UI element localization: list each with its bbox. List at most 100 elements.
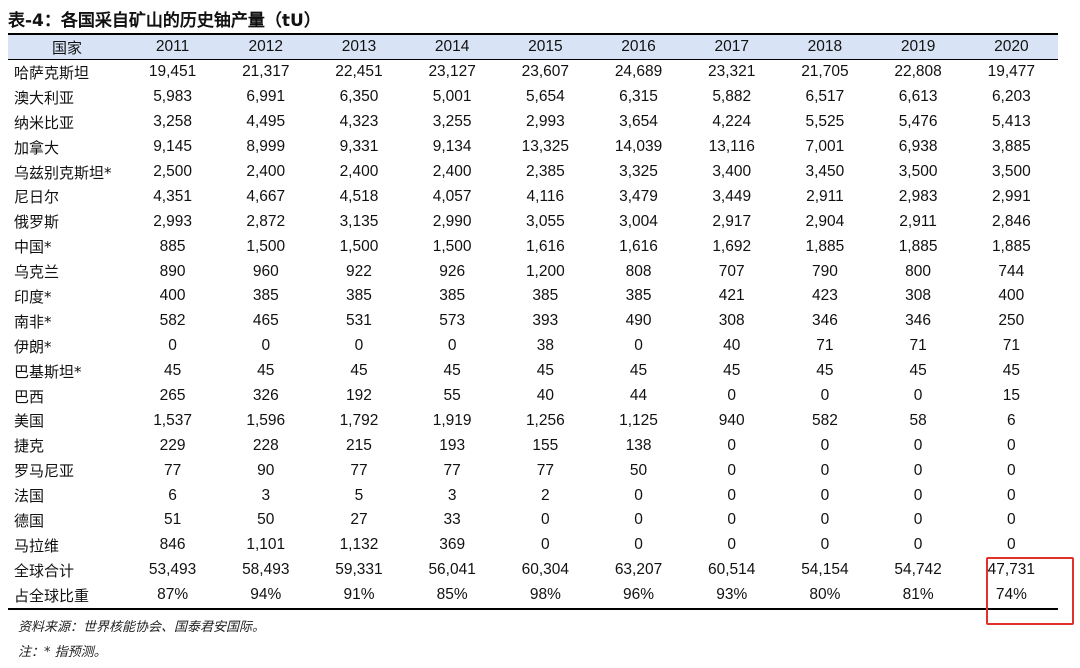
row-country: 巴西 [14,387,45,406]
row-value: 4,323 [339,113,379,131]
table-row: 捷克 229 228 215 193 155 138 0 0 0 0 [8,433,1058,458]
row-value: 0 [820,486,830,504]
row-value: 4,495 [246,113,286,131]
row-value: 385 [346,287,372,305]
row-value: 22,808 [894,63,942,81]
row-value: 0 [1007,511,1016,529]
row-value: 58 [909,411,927,429]
row-value: 215 [346,436,372,454]
row-value: 250 [998,312,1025,330]
header-year: 2012 [219,33,313,60]
row-value: 50 [629,461,648,479]
row-value: 192 [346,387,372,405]
row-value: 0 [727,486,737,504]
row-value: 3,135 [339,212,379,230]
row-value: 707 [718,262,745,280]
row-value: 3,450 [805,163,845,180]
row-value: 44 [629,387,648,405]
row-value: 1,500 [246,237,286,255]
row-value: 1,885 [991,237,1031,255]
row-value: 2,993 [153,212,192,230]
table-row: 占全球比重 87% 94% 91% 85% 98% 96% 93% 80% 81% 74% [8,583,1058,609]
table-row: 全球合计 53,493 58,493 59,331 56,041 60,304 63,207… [8,558,1058,583]
table-row: 马拉维 846 1,101 1,132 369 0 0 0 0 0 0 [8,533,1058,558]
row-value: 0 [1007,461,1016,479]
row-country: 乌兹别克斯坦* [14,163,112,182]
row-value: 138 [625,436,652,454]
row-value: 54,742 [894,561,942,579]
row-value: 2,911 [899,212,937,230]
row-value: 4,116 [526,187,565,205]
table-title: 表-4：各国采自矿山的历史铀产量（tU） [8,11,321,31]
row-country: 澳大利亚 [14,88,75,107]
table-row: 俄罗斯 2,993 2,872 3,135 2,990 3,055 3,004 2,917 2,… [8,209,1058,234]
row-value: 91% [343,586,375,604]
row-value: 45 [1002,362,1020,380]
row-value: 3,400 [712,163,752,180]
row-country: 法国 [14,487,45,506]
header-year: 2017 [685,33,779,60]
remark-note: 注：* 指预测。 [18,645,107,660]
row-value: 1,885 [805,237,845,255]
row-value: 2,846 [991,212,1031,230]
row-country: 哈萨克斯坦 [14,63,90,82]
row-value: 93% [716,586,748,604]
row-country: 美国 [14,412,45,431]
row-value: 5,001 [432,88,472,106]
row-value: 326 [252,387,279,405]
highlight-box [986,557,1074,625]
row-value: 0 [634,337,643,355]
row-value: 6,991 [246,88,286,106]
row-country: 占全球比重 [14,586,90,605]
row-value: 45 [816,362,834,380]
row-value: 6,938 [898,138,938,156]
row-country: 德国 [14,511,45,530]
table-row: 中国* 885 1,500 1,500 1,500 1,616 1,616 1,692 1,88… [8,234,1058,259]
row-value: 71 [816,337,834,355]
row-country: 俄罗斯 [14,213,60,232]
table-row: 南非* 582 465 531 573 393 490 308 346 346 250 [8,309,1058,334]
row-value: 0 [727,436,737,454]
row-value: 2,993 [525,113,565,131]
row-value: 77 [350,461,368,479]
row-country: 巴基斯坦* [14,362,82,381]
row-value: 2,911 [806,187,844,205]
row-value: 3,055 [525,212,565,230]
row-value: 54,154 [801,561,849,579]
row-value: 38 [536,337,554,355]
row-value: 15 [1002,387,1020,405]
uranium-production-table: 国家 2011 2012 2013 2014 2015 2016 2017 20… [8,33,1058,610]
row-value: 1,885 [898,237,938,255]
row-value: 50 [257,511,275,529]
row-value: 5,882 [712,88,752,106]
row-value: 55 [443,387,461,405]
row-value: 423 [811,287,838,305]
header-year: 2011 [126,33,220,60]
row-value: 0 [913,536,923,554]
row-value: 98% [529,586,561,604]
row-value: 59,331 [335,561,383,579]
row-value: 77 [536,461,554,479]
row-value: 2,990 [432,212,472,230]
row-value: 45 [163,362,182,380]
row-value: 47,731 [987,561,1036,579]
row-value: 2,400 [432,163,472,180]
row-value: 4,224 [712,113,752,131]
row-value: 14,039 [614,138,663,156]
row-value: 58,493 [242,561,290,579]
row-value: 1,596 [246,411,286,429]
row-value: 369 [439,536,466,554]
row-value: 385 [439,287,466,305]
row-value: 960 [252,262,279,280]
row-value: 2,500 [153,163,192,180]
row-value: 531 [346,312,372,330]
row-value: 0 [261,337,271,355]
row-value: 385 [625,287,652,305]
row-value: 21,705 [801,63,849,81]
row-value: 385 [532,287,559,305]
row-value: 800 [905,262,932,280]
row-value: 9,331 [339,138,379,156]
table-row: 哈萨克斯坦 19,451 21,317 22,451 23,127 23,607 24,68… [8,60,1058,85]
row-value: 155 [532,436,559,454]
row-value: 3 [261,486,271,504]
